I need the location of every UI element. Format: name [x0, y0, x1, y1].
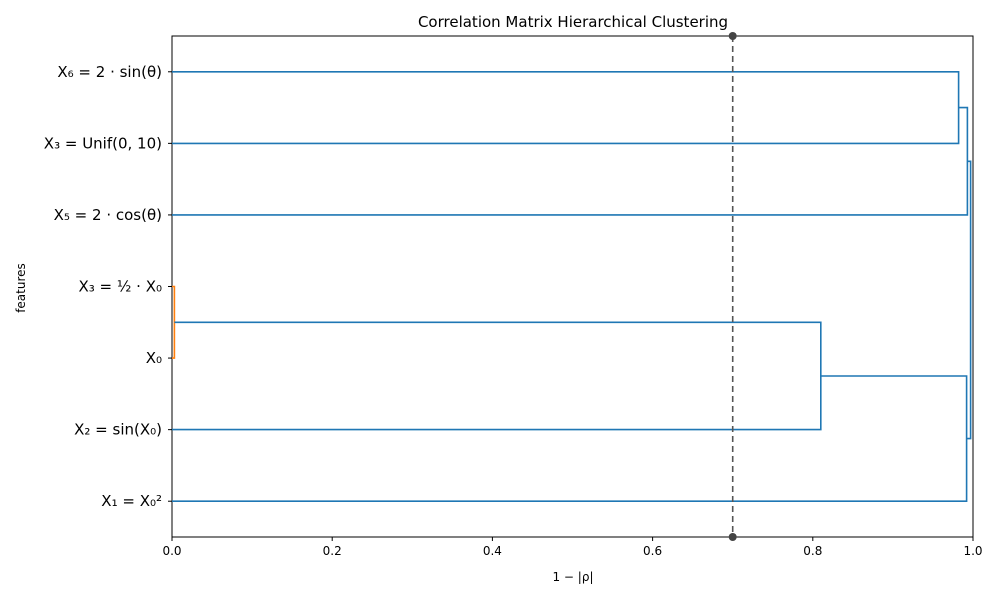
dendrogram-link: [966, 160, 972, 440]
x-tick-label: 1.0: [963, 544, 982, 558]
leaf-label: X₁ = X₀²: [101, 492, 162, 510]
x-tick-label: 0.8: [803, 544, 822, 558]
x-tick-label: 0.2: [323, 544, 342, 558]
y-axis-label: features: [14, 263, 28, 313]
x-axis-label: 1 − |ρ|: [552, 570, 593, 584]
leaf-label: X₂ = sin(X₀): [74, 421, 162, 439]
dendrogram-link: [172, 71, 960, 145]
plot-frame: [171, 35, 974, 538]
leaf-label: X₆ = 2 · sin(θ): [57, 63, 162, 81]
leaf-labels: X₆ = 2 · sin(θ) X₃ = Unif(0, 10) X₅ = 2 · …: [44, 63, 172, 510]
x-tick-label: 0.6: [643, 544, 662, 558]
x-axis-ticks: 0.0 0.2 0.4 0.6 0.8 1.0: [162, 537, 983, 558]
chart-title: Correlation Matrix Hierarchical Clusteri…: [418, 13, 728, 31]
threshold-marker: [728, 533, 737, 541]
x-tick-label: 0.0: [162, 544, 181, 558]
leaf-label: X₃ = Unif(0, 10): [44, 134, 162, 152]
dendrogram-link: [172, 106, 969, 216]
leaf-label: X₃ = ½ · X₀: [78, 278, 162, 296]
dendrogram-link: [172, 375, 968, 503]
threshold-marker: [728, 32, 737, 40]
leaf-label: X₀: [146, 349, 162, 367]
x-tick-label: 0.4: [483, 544, 502, 558]
plot-area: [171, 32, 974, 541]
leaf-label: X₅ = 2 · cos(θ): [54, 206, 162, 224]
dendrogram-link: [172, 321, 822, 431]
